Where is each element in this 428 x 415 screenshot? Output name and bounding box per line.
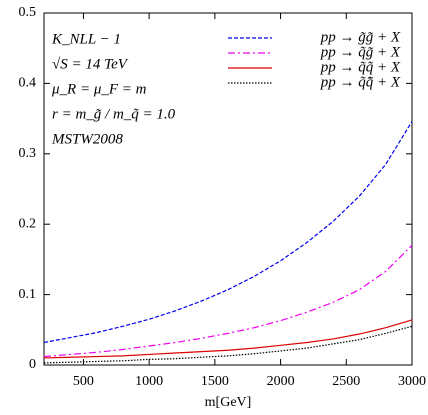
series-line bbox=[43, 319, 413, 359]
y-tick-label: 0.5 bbox=[19, 5, 37, 20]
x-axis-label: m[GeV] bbox=[205, 395, 252, 410]
y-tick-label: 0.4 bbox=[19, 76, 37, 91]
y-tick-label: 0.1 bbox=[19, 287, 37, 302]
x-tick-label: 2500 bbox=[332, 374, 360, 389]
annotation: K_NLL − 1 bbox=[51, 31, 121, 47]
annotation: μ_R = μ_F = m bbox=[51, 81, 147, 97]
y-tick-label: 0.3 bbox=[19, 146, 37, 161]
series-line bbox=[43, 121, 413, 344]
x-tick-label: 500 bbox=[73, 374, 94, 389]
annotation: MSTW2008 bbox=[51, 131, 123, 147]
x-tick-label: 1500 bbox=[201, 374, 229, 389]
y-tick-label: 0.2 bbox=[19, 216, 37, 231]
legend-label: pp → q̃g̃ + X bbox=[320, 44, 401, 60]
series-line bbox=[43, 244, 413, 358]
annotation: r = m_g̃ / m_q̃ = 1.0 bbox=[52, 106, 176, 122]
x-tick-label: 2000 bbox=[267, 374, 295, 389]
x-tick-label: 1000 bbox=[135, 374, 163, 389]
series-line bbox=[43, 325, 413, 364]
annotation: √S = 14 TeV bbox=[52, 56, 129, 72]
plot-frame bbox=[43, 12, 413, 366]
y-tick-label: 0 bbox=[29, 357, 36, 372]
legend-label: pp → q̃q̃ + X bbox=[320, 59, 401, 75]
x-tick-label: 3000 bbox=[398, 374, 426, 389]
legend-label: pp → g̃g̃ + X bbox=[320, 29, 401, 45]
legend-label: pp → q̃q̄̃ + X bbox=[320, 74, 401, 90]
